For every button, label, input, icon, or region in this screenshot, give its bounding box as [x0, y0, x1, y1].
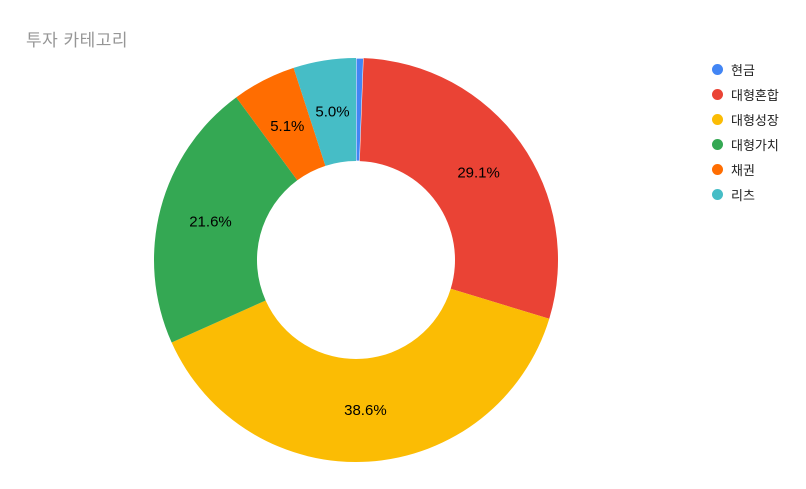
pie-slice-3[interactable] [154, 97, 298, 343]
legend-label: 대형가치 [731, 138, 779, 153]
legend-swatch-icon [712, 89, 723, 100]
slice-percent-label-2: 38.6% [344, 402, 387, 419]
chart-title: 투자 카테고리 [26, 31, 129, 50]
pie-slice-4[interactable] [236, 67, 326, 181]
slice-percent-label-3: 21.6% [189, 214, 232, 231]
slice-percent-label-1: 29.1% [457, 165, 500, 182]
legend-swatch-icon [712, 64, 723, 75]
legend-label: 대형혼합 [731, 88, 779, 103]
legend-swatch-icon [712, 139, 723, 150]
legend-item-0[interactable]: 현금 [712, 63, 779, 78]
legend-label: 현금 [731, 63, 755, 78]
legend-swatch-icon [712, 164, 723, 175]
legend-item-2[interactable]: 대형성장 [712, 113, 779, 128]
legend-label: 리츠 [731, 188, 755, 203]
pie-slice-1[interactable] [359, 58, 559, 319]
slice-percent-label-5: 5.0% [315, 103, 349, 120]
pie-slice-2[interactable] [171, 288, 550, 463]
legend-label: 채권 [731, 163, 755, 178]
legend-item-3[interactable]: 대형가치 [712, 138, 779, 153]
legend-swatch-icon [712, 114, 723, 125]
slice-percent-label-4: 5.1% [270, 118, 304, 135]
legend-label: 대형성장 [731, 113, 779, 128]
legend-item-5[interactable]: 리츠 [712, 188, 779, 203]
pie-slice-5[interactable] [293, 58, 356, 166]
legend-item-4[interactable]: 채권 [712, 163, 779, 178]
legend-swatch-icon [712, 189, 723, 200]
legend-item-1[interactable]: 대형혼합 [712, 88, 779, 103]
